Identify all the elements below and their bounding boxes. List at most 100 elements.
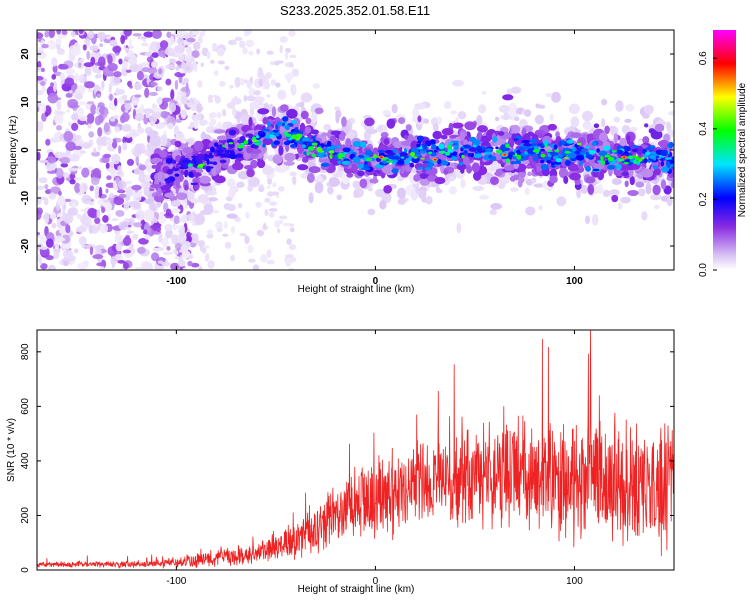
spectrogram-blob: [121, 94, 128, 100]
spectrogram-blob: [119, 114, 126, 124]
spectrogram-blob: [413, 174, 421, 182]
spectrogram-blob: [460, 147, 464, 152]
spectrogram-blob: [397, 198, 407, 205]
spectrogram-blob: [306, 172, 315, 183]
spectrogram-blob: [204, 153, 208, 157]
spectrogram-blob: [352, 156, 361, 163]
spectrogram-blob: [230, 225, 235, 234]
spectrogram-blob: [164, 64, 176, 70]
spectrogram-blob: [570, 116, 580, 128]
spectrogram-blob: [239, 77, 245, 86]
spectrogram-blob: [252, 144, 259, 149]
spectrogram-blob: [37, 75, 44, 81]
spectrogram-blob: [38, 256, 43, 266]
spectrogram-blob: [567, 163, 580, 172]
spectrogram-blob: [213, 129, 226, 134]
spectrogram-blob: [551, 91, 561, 103]
spectrogram-y-tick-label: -20: [20, 238, 31, 253]
spectrogram-blob: [273, 140, 280, 145]
spectrogram-blob: [231, 97, 242, 105]
spectrogram-blob: [239, 135, 246, 142]
spectrogram-blob: [334, 106, 341, 111]
spectrogram-blob: [422, 160, 429, 164]
spectrogram-blob: [67, 98, 79, 109]
spectrogram-blob: [40, 102, 47, 114]
spectrogram-blob: [136, 127, 145, 134]
spectrogram-blob: [216, 149, 224, 154]
spectrogram-blob: [170, 262, 180, 270]
spectrogram-blob: [299, 101, 305, 108]
spectrogram-blob: [194, 213, 205, 225]
spectrogram-blob: [104, 139, 115, 144]
spectrogram-blob: [132, 191, 142, 203]
spectrogram-blob: [129, 63, 140, 73]
spectrogram-blob: [174, 52, 183, 58]
spectrogram-blob: [505, 143, 510, 149]
spectrogram-blob: [77, 165, 83, 170]
spectrogram-blob: [248, 87, 255, 97]
spectrogram-blob: [174, 98, 178, 102]
spectrogram-blob: [67, 121, 72, 127]
spectrogram-hotspot: [503, 153, 507, 156]
spectrogram-blob: [45, 138, 51, 146]
spectrogram-hotspot: [379, 156, 383, 159]
spectrogram-blob: [113, 196, 125, 206]
spectrogram-blob: [265, 71, 272, 79]
spectrogram-blob: [111, 218, 119, 222]
spectrogram-blob: [654, 123, 665, 133]
spectrogram-blob: [249, 101, 261, 110]
spectrogram-blob: [306, 141, 313, 145]
spectrogram-blob: [279, 45, 284, 54]
spectrogram-blob: [248, 50, 254, 56]
spectrogram-blob: [246, 95, 256, 102]
spectrogram-blob: [262, 137, 273, 146]
spectrogram-blob: [566, 139, 575, 144]
snr-y-axis-title: SNR (10 * v/v): [6, 418, 17, 482]
spectrogram-blob: [416, 143, 421, 148]
spectrogram-blob: [184, 184, 189, 191]
spectrogram-blob: [346, 172, 354, 178]
spectrogram-blob: [484, 151, 492, 155]
spectrogram-blob: [175, 255, 180, 260]
spectrogram-blob: [315, 175, 323, 182]
spectrogram-blob: [641, 168, 654, 178]
spectrogram-blob: [131, 100, 139, 106]
spectrogram-blob: [624, 118, 632, 123]
spectrogram-blob: [412, 107, 420, 119]
spectrogram-blob: [246, 79, 252, 89]
spectrogram-blob: [607, 164, 616, 170]
spectrogram-blob: [111, 74, 121, 86]
spectrogram-blob: [150, 81, 158, 87]
spectrogram-blob: [302, 144, 306, 149]
spectrogram-blob: [321, 132, 328, 137]
spectrogram-blob: [377, 149, 386, 154]
spectrogram-x-tick-label: -100: [166, 276, 186, 287]
spectrogram-blob: [320, 162, 330, 167]
spectrogram-blob: [200, 62, 204, 68]
spectrogram-blob: [405, 124, 412, 131]
spectrogram-blob: [380, 131, 389, 138]
spectrogram-blob: [611, 150, 617, 153]
spectrogram-blob: [244, 33, 248, 37]
spectrogram-blob: [97, 127, 103, 137]
spectrogram-blob: [40, 81, 46, 87]
spectrogram-blob: [326, 147, 330, 152]
spectrogram-blob: [71, 122, 79, 132]
spectrogram-blob: [365, 157, 372, 162]
spectrogram-blob: [279, 36, 288, 43]
spectrogram-blob: [540, 148, 545, 152]
spectrogram-blob: [134, 94, 142, 98]
spectrogram-blob: [409, 152, 416, 157]
spectrogram-blob: [128, 45, 134, 49]
spectrogram-blob: [145, 111, 151, 119]
spectrogram-blob: [214, 96, 221, 104]
spectrogram-blob: [649, 145, 656, 149]
spectrogram-y-tick-label: 0: [20, 147, 31, 153]
spectrogram-blob: [417, 115, 422, 123]
spectrogram-blob: [268, 211, 275, 218]
spectrogram-blob: [255, 201, 262, 208]
spectrogram-blob: [558, 141, 563, 147]
spectrogram-blob: [283, 131, 288, 136]
snr-x-axis-title: Height of straight line (km): [298, 584, 415, 595]
spectrogram-blob: [46, 39, 57, 50]
